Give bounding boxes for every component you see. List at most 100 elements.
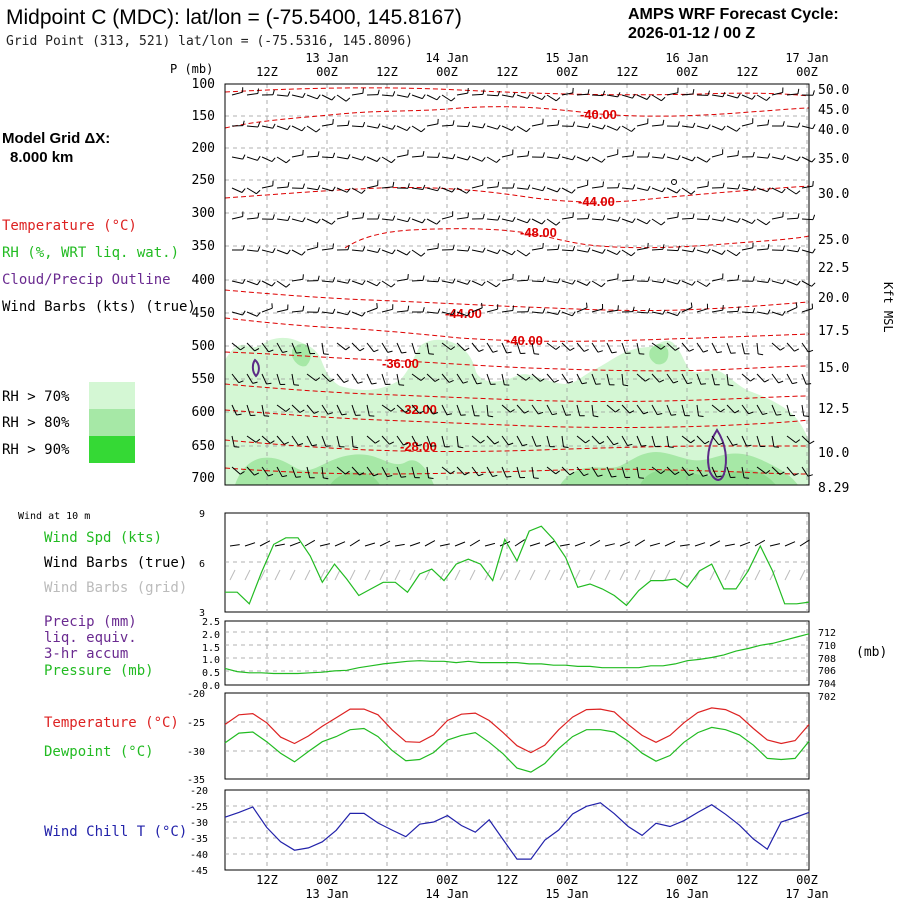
wind-barb-feather	[692, 89, 695, 95]
wind-barb	[606, 153, 618, 158]
wind-barb	[411, 373, 422, 381]
wind-barb	[546, 218, 557, 226]
wind-barb	[681, 435, 692, 444]
wind-barb	[726, 435, 734, 446]
wind-barb	[786, 156, 798, 162]
wind-barb-feather	[569, 471, 575, 476]
wind-barb-feather	[422, 275, 425, 281]
wind-barb	[711, 309, 723, 313]
wind-barb-feather	[496, 249, 501, 254]
wind-barb	[469, 539, 481, 547]
wind-barb-feather	[809, 440, 815, 445]
wind-barb-feather	[734, 410, 740, 414]
wind-barb	[591, 280, 602, 288]
wind-barb-feather	[803, 415, 809, 417]
wind-barbs-10m-grid	[229, 569, 806, 581]
wind-barb-feather	[718, 442, 724, 446]
wind-barb	[636, 218, 648, 225]
wind-barb	[471, 373, 478, 385]
wind-barb-feather	[690, 439, 696, 444]
wind-barb	[319, 543, 331, 547]
wind-barb	[561, 216, 573, 220]
wind-barb-feather	[387, 350, 393, 353]
wind-barb	[244, 542, 256, 547]
wind-barb	[501, 404, 511, 413]
wind-barb	[756, 156, 768, 159]
wind-barb-feather	[257, 212, 260, 218]
wind-barb-feather	[539, 378, 545, 382]
wind-barb-feather	[660, 221, 666, 226]
pressure-label: Pressure (mb)	[44, 663, 154, 679]
wind-barb	[636, 373, 646, 382]
wind-barb	[394, 543, 405, 547]
wind-barb	[606, 94, 618, 98]
wind-barb	[711, 466, 718, 478]
precip-tick-label: 1.5	[202, 643, 220, 654]
forecast-cycle-label: AMPS WRF Forecast Cycle:	[628, 6, 839, 23]
wind-barb	[381, 308, 393, 313]
wind-barb	[366, 435, 376, 444]
pressure-tick-label: 250	[192, 173, 215, 188]
wind-barb-feather	[563, 446, 569, 448]
wind-barb	[576, 156, 588, 162]
wind-barb	[694, 542, 706, 547]
wind-barb-feather	[632, 275, 635, 281]
wind-barb	[231, 466, 241, 475]
wind-barb	[486, 466, 493, 477]
wind-barb	[516, 187, 528, 190]
wind-barb	[276, 309, 288, 313]
wind-barb	[756, 187, 768, 193]
wind-barb	[726, 279, 738, 282]
wind-barb-feather	[752, 307, 756, 313]
wind-barb-feather	[647, 185, 651, 191]
wind-barb	[651, 218, 662, 226]
pressure-tick-label: 550	[192, 372, 215, 387]
temp-dewpoint-ticks: -20 -25 -30 -35	[187, 689, 205, 786]
wind-barb-feather	[482, 247, 486, 253]
wind-barb-grid	[724, 569, 731, 581]
wind-barb-feather	[295, 476, 301, 478]
wind-barb-feather	[737, 150, 739, 156]
wind-barb-feather	[611, 475, 617, 478]
wind-barb	[531, 280, 544, 283]
wind-barb-feather	[811, 282, 816, 287]
wind-barb-feather	[482, 89, 485, 95]
wind-barb-feather	[767, 119, 770, 125]
wind-barb-feather	[482, 213, 485, 219]
wind-barb-feather	[602, 124, 606, 130]
wind-barb-feather	[296, 352, 302, 354]
height-tick-label: 40.0	[818, 123, 849, 138]
wind-barb	[246, 342, 255, 352]
wind-barb	[306, 94, 318, 100]
wind-10m-header: Wind at 10 m	[18, 511, 90, 522]
wind-barb	[576, 280, 588, 286]
wind-barb-feather	[597, 474, 603, 477]
legend-rh: RH (%, WRT liq. wat.)	[2, 245, 179, 261]
wind-barb-feather	[692, 122, 696, 128]
date-tick-label: 13 Jan	[305, 51, 348, 65]
wind-barb-feather	[602, 248, 606, 254]
wind-barb-feather	[482, 123, 486, 129]
wind-barb	[486, 308, 498, 313]
wind-barb-feather	[617, 216, 621, 222]
wind-barb	[471, 93, 484, 96]
wind-barb	[696, 156, 707, 163]
wind-barb	[561, 311, 573, 317]
wind-barb-feather	[527, 306, 530, 312]
wind-barb	[426, 187, 438, 192]
wind-barb-feather	[401, 351, 407, 354]
date-tick-label: 16 Jan	[665, 51, 708, 65]
wind-barb	[456, 435, 459, 447]
wind-barb	[786, 306, 798, 313]
wind-barb	[231, 311, 243, 316]
wind-barb	[696, 125, 708, 130]
wind-barb-feather	[751, 219, 756, 224]
wind-barb-grid	[784, 569, 791, 581]
wind-barb	[396, 125, 408, 132]
wind-barb-feather	[659, 379, 665, 383]
wind-barb-feather	[317, 184, 321, 190]
wind-barb	[591, 125, 603, 130]
time-tick-label: 12Z	[736, 65, 758, 79]
wind-barb-feather	[497, 90, 501, 96]
wind-barb	[741, 435, 747, 447]
